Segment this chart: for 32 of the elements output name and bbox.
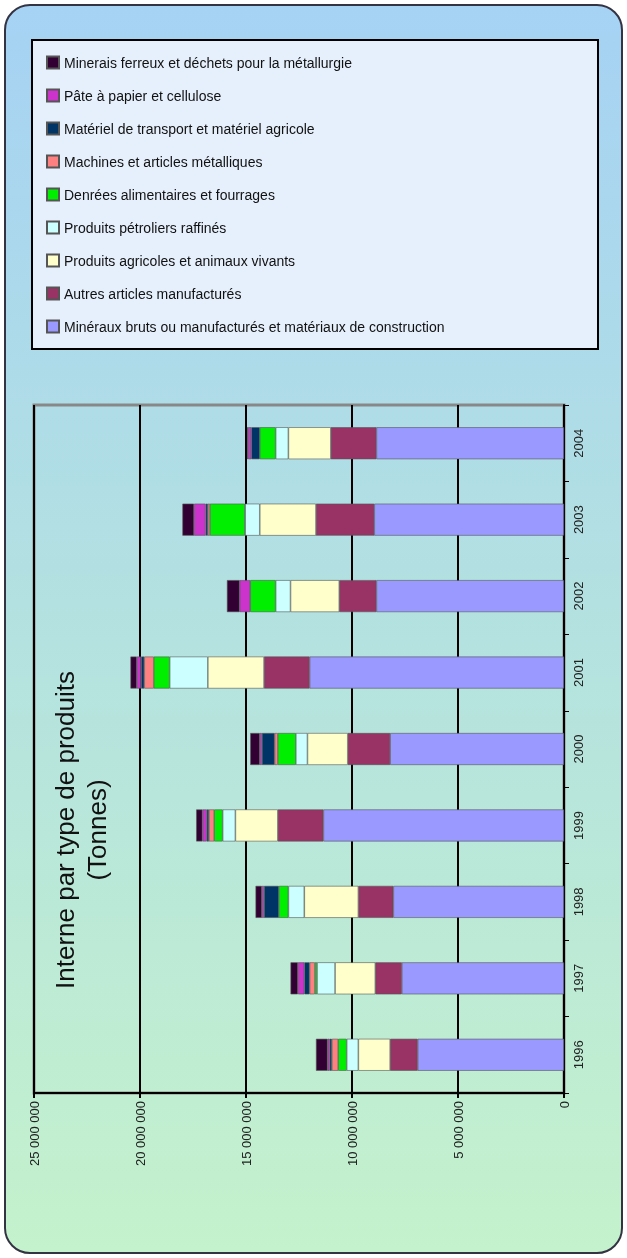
legend-label: Denrées alimentaires et fourrages xyxy=(64,186,275,203)
bar xyxy=(261,733,275,765)
y-tick-label: 2000 xyxy=(571,734,586,764)
bar xyxy=(130,656,137,689)
x-tick-label: 10 000 000 xyxy=(344,1101,360,1167)
y-tick-label: 1999 xyxy=(571,810,586,840)
x-tick-label: 5 000 000 xyxy=(450,1101,466,1159)
bar xyxy=(309,962,315,995)
x-tick-label: 15 000 000 xyxy=(238,1101,254,1167)
bar xyxy=(255,885,262,918)
text: Interne par type de produits (Tonnes) xyxy=(50,671,112,989)
bar xyxy=(196,809,203,842)
y-tick-label: 2001 xyxy=(571,658,586,688)
y-tick-label: 2004 xyxy=(571,428,586,458)
y-tick-label: 2003 xyxy=(571,505,586,535)
legend-label: Produits pétroliers raffinés xyxy=(64,219,227,236)
x-tick-label: 25 000 000 xyxy=(26,1101,42,1167)
y-tick-label: 1998 xyxy=(571,887,586,917)
bar xyxy=(250,733,260,765)
legend-label: Minéraux bruts ou manufacturés et matériaux de construction xyxy=(64,318,445,335)
y-tick-label: 1997 xyxy=(571,963,586,993)
legend-label: Minerais ferreux et déchets pour la métallurgie xyxy=(64,54,353,71)
legend-label: Pâte à papier et cellulose xyxy=(64,87,222,104)
bar xyxy=(315,1038,328,1071)
legend-label: Matériel de transport et matériel agricole xyxy=(64,120,315,137)
x-tick-label: 20 000 000 xyxy=(132,1101,148,1167)
y-tick-label: 1996 xyxy=(571,1040,586,1070)
legend-label: Autres articles manufacturés xyxy=(64,285,242,302)
x-tick-label: 0 xyxy=(556,1101,572,1109)
y-tick-label: 2002 xyxy=(571,581,586,611)
legend-label: Machines et articles métalliques xyxy=(64,153,263,170)
legend-label: Produits agricoles et animaux vivants xyxy=(64,252,296,269)
